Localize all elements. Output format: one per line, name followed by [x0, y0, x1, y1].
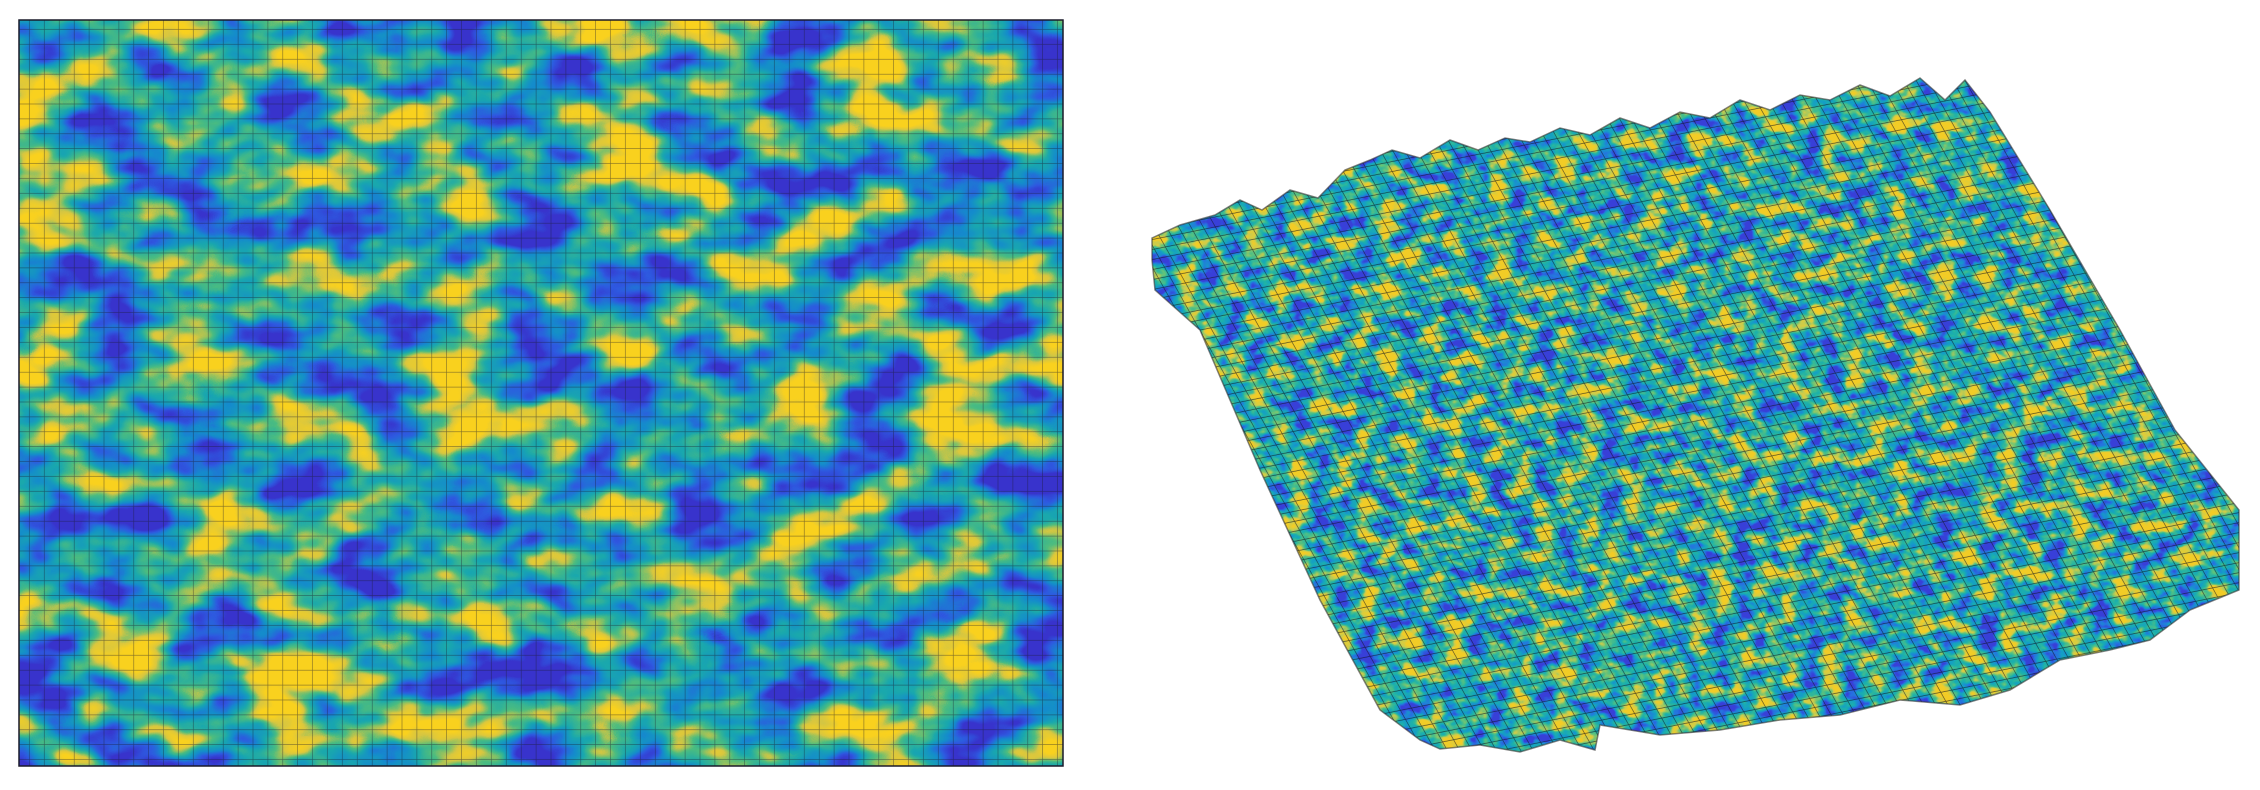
heatmap-panel	[18, 19, 1064, 767]
heatmap-border	[18, 19, 1064, 767]
surface-outline	[1151, 77, 2240, 753]
surface-mesh	[1152, 78, 2239, 752]
surface-panel	[1152, 78, 2239, 752]
heatmap-grid	[19, 20, 1063, 766]
